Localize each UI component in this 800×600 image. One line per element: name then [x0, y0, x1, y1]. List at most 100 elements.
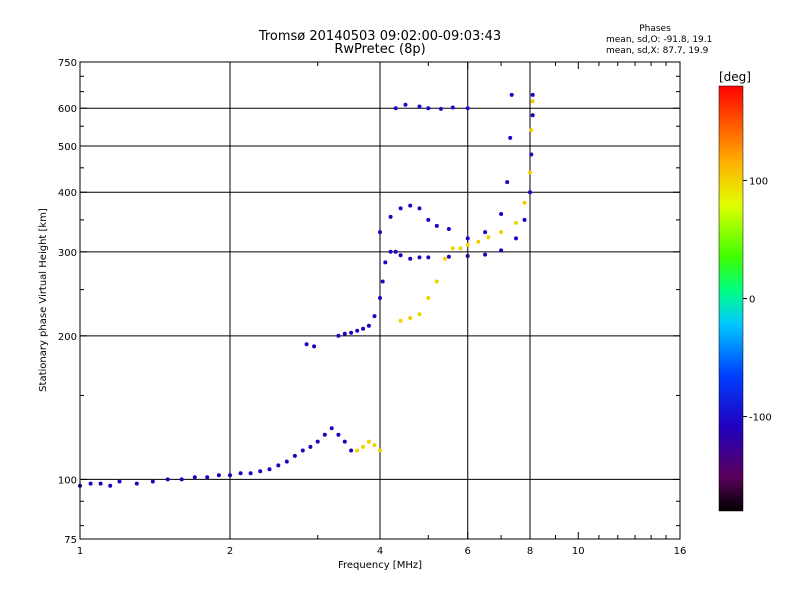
echo-point [446, 254, 451, 259]
colorbar-tick-label: 0 [749, 295, 755, 306]
echo-point [361, 326, 366, 331]
echo-point [336, 432, 341, 437]
echo-point [530, 113, 535, 118]
echo-point [388, 249, 393, 254]
colorbar [718, 85, 744, 512]
colorbar-tick-label: 100 [749, 176, 768, 187]
echo-point [509, 92, 514, 97]
echo-point [248, 471, 253, 476]
echo-point [408, 316, 413, 320]
y-tick-label: 600 [58, 104, 77, 115]
echo-point [438, 106, 443, 111]
echo-point [322, 432, 327, 437]
echo-point [426, 296, 431, 300]
echo-point [329, 426, 334, 431]
y-axis-ticks: 75 100 200 300 400 500 600 750 [58, 58, 680, 546]
echo-point [267, 467, 272, 472]
echo-point [528, 170, 532, 175]
echo-point [417, 104, 422, 109]
echo-point [378, 448, 382, 453]
echo-point [434, 279, 439, 284]
echo-point [486, 235, 491, 240]
echo-point [150, 479, 155, 484]
echo-point [383, 260, 388, 265]
echo-point [499, 230, 504, 235]
echo-point [442, 256, 447, 261]
colorbar-ticks: 100 0 -100 [743, 176, 772, 424]
echo-point [378, 230, 382, 235]
echo-point [372, 443, 377, 448]
echo-point [408, 203, 413, 208]
echo-point [349, 448, 354, 453]
echo-point [238, 471, 243, 476]
echo-point [458, 246, 463, 251]
echo-point [108, 483, 113, 488]
echo-point [134, 481, 139, 486]
echo-point [483, 230, 488, 235]
echo-point [366, 439, 371, 444]
echo-point [514, 220, 518, 225]
x-axis-label: Frequency [MHz] [338, 560, 422, 571]
y-tick-label: 750 [58, 58, 77, 69]
echo-point [228, 473, 232, 478]
echo-point [216, 473, 221, 478]
echo-point [483, 252, 488, 257]
colorbar-tick-label: -100 [749, 413, 772, 424]
grid-lines [80, 62, 680, 539]
echo-point [380, 279, 385, 284]
y-tick-label: 300 [58, 248, 77, 259]
echo-point [205, 475, 210, 480]
echo-point [450, 246, 455, 251]
echo-point [499, 212, 504, 216]
chart-subtitle: RwPretec (8p) [334, 42, 425, 57]
x-tick-label: 6 [465, 546, 471, 557]
echo-point [417, 206, 422, 211]
echo-point [398, 253, 403, 258]
echo-point [465, 254, 470, 258]
phase-stats-x: mean, sd,X: 87.7, 19.9 [606, 46, 709, 56]
echo-point [417, 312, 422, 317]
x-axis-ticks: 1 2 4 6 8 10 16 [77, 62, 686, 557]
echo-point [529, 128, 534, 133]
x-tick-label: 1 [77, 546, 83, 557]
echo-point [372, 314, 377, 319]
echo-point [342, 331, 347, 336]
echo-point [258, 469, 263, 474]
echo-point [514, 236, 518, 241]
echo-point [393, 249, 398, 254]
x-tick-label: 4 [377, 546, 383, 557]
echo-point [426, 106, 431, 111]
echo-point [398, 318, 403, 323]
colorbar-label: [deg] [719, 70, 751, 84]
echo-point [315, 439, 320, 444]
y-tick-label: 200 [58, 332, 77, 343]
echo-point [398, 206, 403, 211]
x-tick-label: 8 [527, 546, 533, 557]
echo-point [98, 481, 103, 486]
echo-point [165, 477, 170, 482]
echo-point [336, 333, 341, 338]
echo-point [349, 330, 354, 335]
echo-point [361, 444, 366, 449]
echo-point [476, 239, 481, 244]
echo-point [528, 190, 532, 195]
echo-point [179, 477, 184, 482]
echo-point [388, 214, 393, 219]
echo-point [342, 439, 347, 444]
y-tick-label: 400 [58, 188, 77, 199]
echo-point [446, 227, 451, 231]
echo-point [366, 323, 371, 328]
echo-point [465, 106, 470, 111]
echo-point [403, 102, 408, 107]
echo-points [78, 92, 535, 488]
echo-point [355, 448, 360, 453]
echo-point [408, 256, 413, 261]
echo-point [508, 135, 513, 140]
echo-point [300, 448, 305, 453]
echo-point [88, 481, 93, 486]
echo-point [304, 342, 309, 347]
phase-stats-title: Phases [639, 24, 671, 34]
echo-point [292, 453, 297, 458]
phase-stats-o: mean, sd,O: -91.8, 19.1 [606, 35, 712, 45]
